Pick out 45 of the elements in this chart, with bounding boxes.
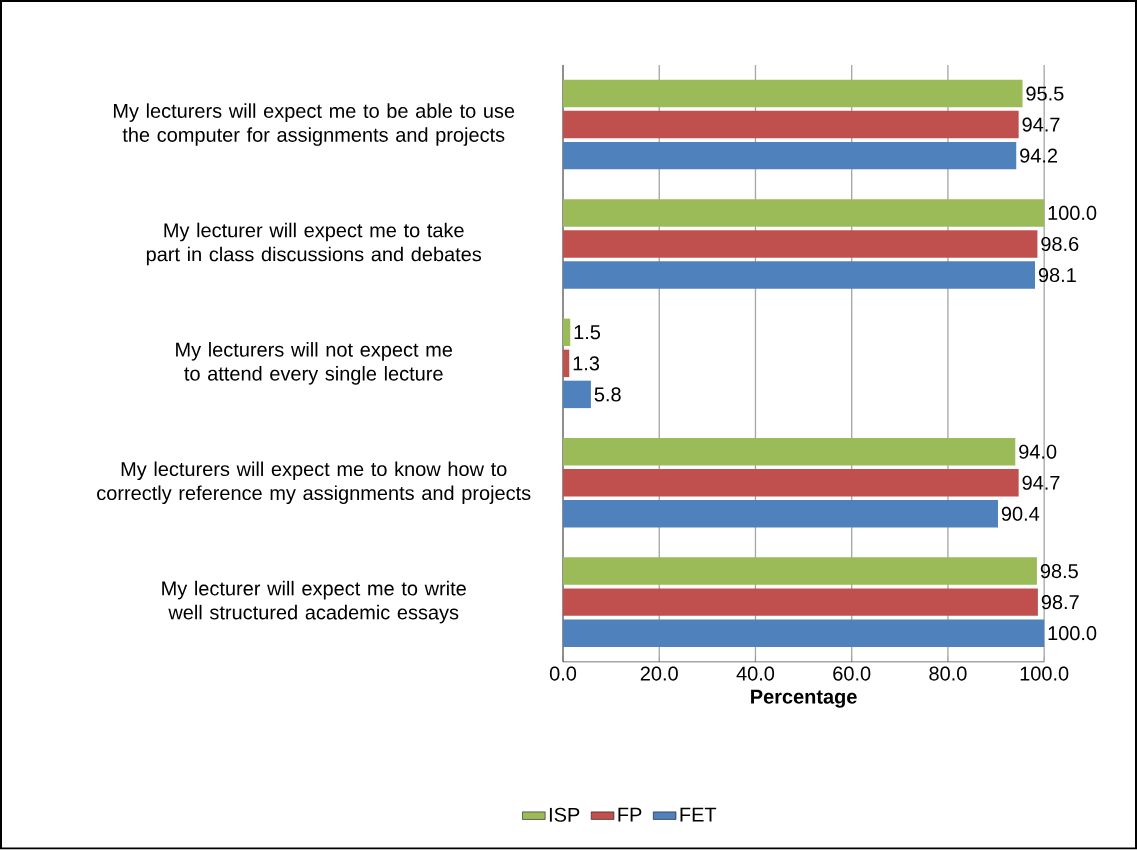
data-label: 98.5	[1040, 564, 1078, 579]
legend-label: FP	[618, 808, 642, 822]
x-tick-label: 20.0	[640, 666, 678, 681]
y-tick-label: My lecturers will expect me to know how to correctly reference my assignments and projects	[97, 461, 531, 505]
bar	[563, 500, 998, 528]
data-label: 94.7	[1022, 475, 1060, 491]
y-tick-label: My lecturers will not expect me to attend every single lecture	[176, 342, 453, 385]
y-tick-label: My lecturer will expect me to take part in class discussions and debates	[146, 222, 482, 266]
data-label: 100.0	[1048, 626, 1097, 641]
legend-label: FET	[680, 808, 717, 822]
x-axis-title: Percentage	[751, 690, 857, 709]
data-label: 100.0	[1048, 206, 1097, 221]
bar	[563, 111, 1019, 139]
x-tick-label: 60.0	[833, 666, 871, 681]
data-label: 90.4	[1001, 506, 1040, 522]
data-label: 94.0	[1019, 444, 1057, 460]
bar	[563, 230, 1038, 258]
x-tick-label: 80.0	[929, 666, 967, 681]
y-tick-label: My lecturers will expect me to be able to use the computer for assignments and projects	[113, 103, 515, 147]
data-label: 5.8	[594, 387, 621, 402]
x-tick-label: 100.0	[1020, 666, 1069, 681]
bar	[563, 261, 1036, 289]
data-label: 98.6	[1041, 237, 1079, 252]
data-label: 94.7	[1022, 117, 1060, 132]
data-label: 1.5	[574, 325, 601, 340]
bar	[563, 588, 1038, 617]
data-label: 94.2	[1020, 148, 1058, 163]
data-label: 95.5	[1026, 86, 1064, 101]
bar	[563, 380, 591, 409]
data-label: 98.1	[1038, 268, 1076, 283]
bar	[563, 142, 1017, 170]
bar	[563, 557, 1037, 586]
data-label: 1.3	[573, 356, 600, 371]
y-tick-label: My lecturer will expect me to write well structured academic essays	[162, 581, 466, 624]
x-tick-label: 40.0	[736, 666, 775, 681]
data-label: 98.7	[1041, 595, 1079, 610]
bar	[563, 619, 1045, 648]
legend-label: ISP	[549, 807, 580, 823]
bar	[563, 199, 1045, 227]
bar	[563, 80, 1023, 108]
bar	[563, 469, 1019, 497]
x-tick-label: 0.0	[549, 666, 577, 681]
bar	[563, 349, 570, 378]
bar	[563, 438, 1016, 466]
bar	[563, 318, 571, 347]
